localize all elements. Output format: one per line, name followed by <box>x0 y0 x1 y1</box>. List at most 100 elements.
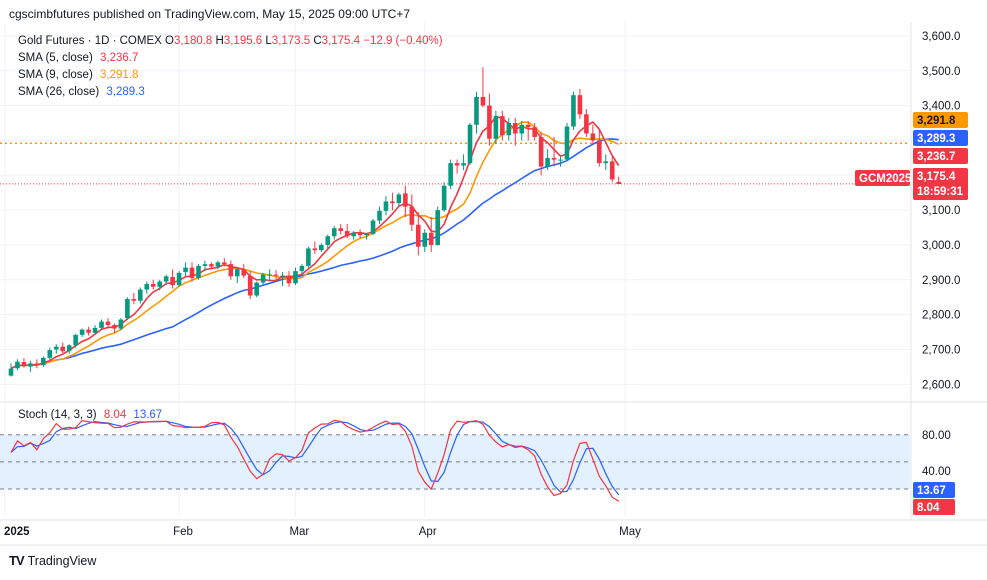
stoch-d-value: 13.67 <box>133 409 163 421</box>
candle <box>364 232 369 240</box>
candle-body <box>163 276 169 282</box>
symbol-title: Gold Futures · 1D · COMEX <box>18 35 162 47</box>
candle <box>571 91 576 130</box>
sma9-legend[interactable]: SMA (9, close) 3,291.8 <box>18 69 138 81</box>
candle-body <box>571 95 576 127</box>
candle <box>118 318 124 331</box>
price-tick-label: 3,500.0 <box>922 66 960 78</box>
candle-body <box>325 236 331 245</box>
candle-body <box>118 319 124 329</box>
candle <box>584 109 589 137</box>
candle-body <box>558 159 563 161</box>
candle <box>234 267 240 284</box>
candle-body <box>338 228 344 232</box>
candle-body <box>403 193 408 207</box>
candle <box>454 159 460 174</box>
candle-body <box>461 163 466 166</box>
candle <box>603 154 609 171</box>
sma26-badge-bg <box>913 130 968 146</box>
candle <box>157 279 162 291</box>
main-legend[interactable]: Gold Futures · 1D · COMEX O3,180.8 H3,19… <box>18 35 443 47</box>
price-tick-label: 2,900.0 <box>922 275 960 287</box>
candle <box>8 363 14 377</box>
candle <box>383 196 389 216</box>
candle-body <box>260 274 266 283</box>
candle-body <box>467 124 473 164</box>
candle <box>144 281 150 294</box>
candle <box>461 154 466 171</box>
candle <box>47 347 53 360</box>
sma5-badge: 3,236.7 <box>913 148 968 164</box>
candle <box>474 91 479 134</box>
axes: 3,600.03,500.03,400.03,300.03,200.03,100… <box>0 22 987 546</box>
candle <box>448 159 453 190</box>
candle <box>222 258 227 267</box>
stoch-label: Stoch (14, 3, 3) <box>18 409 97 421</box>
ticker-badge-text: GCM2025 <box>859 173 912 185</box>
last-price-badge-text: 18:59:31 <box>917 186 964 198</box>
candle-body <box>480 96 486 106</box>
sma9-badge-text: 3,291.8 <box>917 115 956 127</box>
candle-body <box>28 363 33 367</box>
candle-body <box>306 248 311 266</box>
candle <box>254 281 259 298</box>
tradingview-logo[interactable]: TV TradingView <box>9 553 96 568</box>
last-price-badge-bg <box>913 168 968 200</box>
price-badges: 3,291.8 3,289.3 3,236.7 3,175.4 18:59:31 GCM2… <box>855 112 968 515</box>
candle <box>403 185 408 218</box>
candles <box>8 67 622 377</box>
price-tick-label: 2,700.0 <box>922 344 960 356</box>
candle <box>325 234 331 249</box>
sma9-label: SMA (9, close) <box>18 69 93 81</box>
ohlc-label-h: H <box>212 35 224 47</box>
candle-body <box>79 329 85 335</box>
candle <box>28 360 33 373</box>
candle-body <box>370 220 376 234</box>
sma5-badge-text: 3,236.7 <box>917 151 955 163</box>
candle <box>273 270 279 280</box>
candle-body <box>138 289 143 301</box>
stoch-legend[interactable]: Stoch (14, 3, 3) 8.04 13.67 <box>18 409 162 421</box>
change-value: −12.9 (−0.40%) <box>363 35 443 47</box>
candle-body <box>176 272 182 286</box>
time-tick-label: Mar <box>289 526 309 538</box>
candle-body <box>202 264 208 266</box>
candle-body <box>34 363 40 366</box>
candle <box>428 217 434 252</box>
candle <box>545 149 550 171</box>
candle <box>196 264 201 280</box>
candle <box>241 264 247 279</box>
sma26-legend[interactable]: SMA (26, close) 3,289.3 <box>18 86 145 98</box>
stoch-d-line <box>10 420 620 496</box>
candle <box>480 67 486 108</box>
candle-body <box>183 267 188 273</box>
candle-body <box>189 267 195 279</box>
candle-body <box>273 274 279 276</box>
candle <box>390 192 395 211</box>
candle <box>138 287 143 304</box>
tradingview-wordmark: TradingView <box>27 553 97 568</box>
candle <box>21 358 27 368</box>
candle <box>176 271 182 287</box>
candle-body <box>396 194 402 204</box>
sma5-legend[interactable]: SMA (5, close) 3,236.7 <box>18 52 138 64</box>
candle <box>422 229 428 252</box>
candle-body <box>512 123 518 134</box>
candle-body <box>344 231 350 237</box>
candle-body <box>125 298 130 319</box>
candle <box>370 218 376 236</box>
candle <box>564 123 570 162</box>
candle-body <box>487 105 492 139</box>
candle <box>532 123 537 141</box>
candle-body <box>428 232 434 245</box>
candle <box>163 274 169 286</box>
candle-body <box>157 281 162 287</box>
candle <box>435 206 440 246</box>
stoch-tick-label: 80.00 <box>922 430 951 442</box>
candle-body <box>351 232 356 237</box>
candle <box>338 224 344 235</box>
candle-body <box>60 346 66 352</box>
candle-body <box>131 298 137 301</box>
candle-body <box>331 228 337 237</box>
